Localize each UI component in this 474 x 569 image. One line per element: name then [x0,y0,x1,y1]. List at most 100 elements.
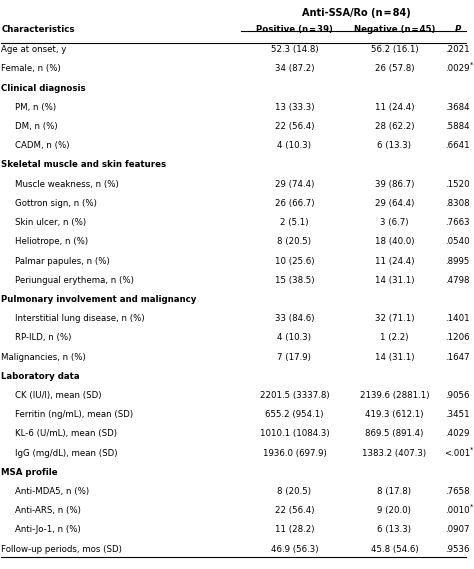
Text: 39 (86.7): 39 (86.7) [374,180,414,189]
Text: 22 (56.4): 22 (56.4) [274,122,314,131]
Text: 1383.2 (407.3): 1383.2 (407.3) [362,448,427,457]
Text: 29 (64.4): 29 (64.4) [374,199,414,208]
Text: 8 (20.5): 8 (20.5) [277,487,311,496]
Text: 33 (84.6): 33 (84.6) [274,314,314,323]
Text: CADM, n (%): CADM, n (%) [15,141,70,150]
Text: Skeletal muscle and skin features: Skeletal muscle and skin features [1,160,166,170]
Text: 14 (31.1): 14 (31.1) [374,353,414,361]
Text: 26 (66.7): 26 (66.7) [274,199,314,208]
Text: *: * [470,62,473,68]
Text: .7658: .7658 [445,487,470,496]
Text: Anti-ARS, n (%): Anti-ARS, n (%) [15,506,81,516]
Text: .8308: .8308 [445,199,470,208]
Text: 1936.0 (697.9): 1936.0 (697.9) [263,448,326,457]
Text: .4029: .4029 [446,430,470,438]
Text: Pulmonary involvement and malignancy: Pulmonary involvement and malignancy [1,295,197,304]
Text: DM, n (%): DM, n (%) [15,122,58,131]
Text: KL-6 (U/mL), mean (SD): KL-6 (U/mL), mean (SD) [15,430,118,438]
Text: Negative (n = 45): Negative (n = 45) [354,25,435,34]
Text: 14 (31.1): 14 (31.1) [374,276,414,284]
Text: 32 (71.1): 32 (71.1) [374,314,414,323]
Text: <.001: <.001 [445,448,471,457]
Text: Characteristics: Characteristics [1,25,75,34]
Text: .9536: .9536 [446,545,470,554]
Text: 45.8 (54.6): 45.8 (54.6) [371,545,418,554]
Text: .1520: .1520 [445,180,470,189]
Text: Clinical diagnosis: Clinical diagnosis [1,84,86,93]
Text: Muscle weakness, n (%): Muscle weakness, n (%) [15,180,119,189]
Text: 11 (24.4): 11 (24.4) [374,103,414,112]
Text: 52.3 (14.8): 52.3 (14.8) [271,45,318,54]
Text: 15 (38.5): 15 (38.5) [274,276,314,284]
Text: 4 (10.3): 4 (10.3) [277,141,311,150]
Text: .3684: .3684 [445,103,470,112]
Text: Periungual erythema, n (%): Periungual erythema, n (%) [15,276,134,284]
Text: .5884: .5884 [445,122,470,131]
Text: 11 (24.4): 11 (24.4) [374,257,414,266]
Text: 10 (25.6): 10 (25.6) [274,257,314,266]
Text: Malignancies, n (%): Malignancies, n (%) [1,353,86,361]
Text: 13 (33.3): 13 (33.3) [274,103,314,112]
Text: Age at onset, y: Age at onset, y [1,45,67,54]
Text: Interstitial lung disease, n (%): Interstitial lung disease, n (%) [15,314,145,323]
Text: IgG (mg/dL), mean (SD): IgG (mg/dL), mean (SD) [15,448,118,457]
Text: Gottron sign, n (%): Gottron sign, n (%) [15,199,97,208]
Text: 2 (5.1): 2 (5.1) [280,218,309,227]
Text: 2201.5 (3337.8): 2201.5 (3337.8) [260,391,329,400]
Text: 1010.1 (1084.3): 1010.1 (1084.3) [260,430,329,438]
Text: 3 (6.7): 3 (6.7) [380,218,409,227]
Text: .8995: .8995 [446,257,470,266]
Text: 869.5 (891.4): 869.5 (891.4) [365,430,424,438]
Text: P: P [455,25,461,34]
Text: Female, n (%): Female, n (%) [1,64,61,73]
Text: .0010: .0010 [445,506,470,516]
Text: *: * [470,446,473,452]
Text: 9 (20.0): 9 (20.0) [377,506,411,516]
Text: 4 (10.3): 4 (10.3) [277,333,311,343]
Text: 34 (87.2): 34 (87.2) [274,64,314,73]
Text: 28 (62.2): 28 (62.2) [374,122,414,131]
Text: 419.3 (612.1): 419.3 (612.1) [365,410,424,419]
Text: .6641: .6641 [445,141,470,150]
Text: Skin ulcer, n (%): Skin ulcer, n (%) [15,218,86,227]
Text: Anti-MDA5, n (%): Anti-MDA5, n (%) [15,487,90,496]
Text: *: * [470,504,473,510]
Text: 2139.6 (2881.1): 2139.6 (2881.1) [360,391,429,400]
Text: Heliotrope, n (%): Heliotrope, n (%) [15,237,89,246]
Text: 655.2 (954.1): 655.2 (954.1) [265,410,324,419]
Text: Anti-SSA/Ro (n = 84): Anti-SSA/Ro (n = 84) [301,8,410,18]
Text: .1401: .1401 [445,314,470,323]
Text: RP-ILD, n (%): RP-ILD, n (%) [15,333,72,343]
Text: 7 (17.9): 7 (17.9) [277,353,311,361]
Text: .2021: .2021 [445,45,470,54]
Text: PM, n (%): PM, n (%) [15,103,56,112]
Text: Positive (n = 39): Positive (n = 39) [256,25,333,34]
Text: 6 (13.3): 6 (13.3) [377,141,411,150]
Text: .7663: .7663 [445,218,470,227]
Text: 1 (2.2): 1 (2.2) [380,333,409,343]
Text: CK (IU/l), mean (SD): CK (IU/l), mean (SD) [15,391,102,400]
Text: 29 (74.4): 29 (74.4) [275,180,314,189]
Text: .0540: .0540 [445,237,470,246]
Text: .0907: .0907 [446,525,470,534]
Text: 22 (56.4): 22 (56.4) [274,506,314,516]
Text: Anti-Jo-1, n (%): Anti-Jo-1, n (%) [15,525,81,534]
Text: 26 (57.8): 26 (57.8) [374,64,414,73]
Text: MSA profile: MSA profile [1,468,58,477]
Text: Palmar papules, n (%): Palmar papules, n (%) [15,257,110,266]
Text: 18 (40.0): 18 (40.0) [374,237,414,246]
Text: .3451: .3451 [445,410,470,419]
Text: Ferritin (ng/mL), mean (SD): Ferritin (ng/mL), mean (SD) [15,410,134,419]
Text: 11 (28.2): 11 (28.2) [274,525,314,534]
Text: .0029: .0029 [446,64,470,73]
Text: .9056: .9056 [446,391,470,400]
Text: .4798: .4798 [446,276,470,284]
Text: 8 (17.8): 8 (17.8) [377,487,411,496]
Text: 8 (20.5): 8 (20.5) [277,237,311,246]
Text: Laboratory data: Laboratory data [1,372,80,381]
Text: 6 (13.3): 6 (13.3) [377,525,411,534]
Text: .1647: .1647 [445,353,470,361]
Text: Follow-up periods, mos (SD): Follow-up periods, mos (SD) [1,545,122,554]
Text: 46.9 (56.3): 46.9 (56.3) [271,545,318,554]
Text: .1206: .1206 [445,333,470,343]
